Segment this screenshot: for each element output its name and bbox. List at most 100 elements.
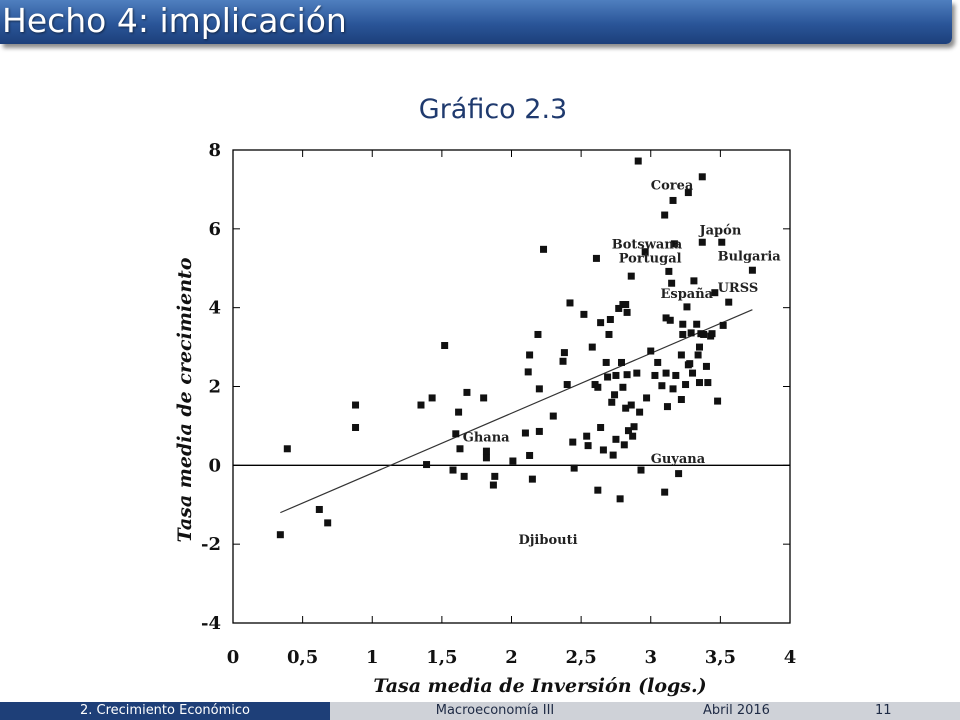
- data-point: [597, 319, 605, 327]
- data-point: [597, 423, 605, 431]
- scatter-chart: -4 -2 0 2 4 6 8 0 0,5 1 1,5 2 2,5 3 3,5 4 Corea Japón Bots…: [174, 140, 796, 697]
- data-point: [580, 310, 588, 318]
- data-point: [708, 330, 716, 338]
- data-point: [677, 396, 685, 404]
- data-point: [612, 435, 620, 443]
- data-point: [480, 394, 488, 402]
- trend-line: [280, 309, 753, 514]
- data-point: [630, 423, 638, 431]
- data-point: [569, 438, 577, 446]
- data-point: [661, 488, 669, 496]
- data-point: [560, 349, 568, 357]
- data-point: [609, 451, 617, 459]
- data-point: [528, 475, 536, 483]
- data-point: [441, 342, 449, 350]
- title-bar: Hecho 4: implicación: [0, 0, 952, 44]
- data-point: [634, 157, 642, 165]
- data-point: [695, 379, 703, 387]
- data-point: [559, 357, 567, 365]
- data-point: [684, 189, 692, 197]
- data-point: [352, 423, 360, 431]
- data-point: [654, 358, 662, 366]
- data-point: [619, 383, 627, 391]
- data-point: [605, 330, 613, 338]
- data-point: [622, 301, 630, 309]
- data-point: [643, 394, 651, 402]
- x-tick-label: 1: [366, 647, 379, 668]
- data-point: [702, 362, 710, 370]
- data-point: [489, 481, 497, 489]
- data-point: [666, 316, 674, 324]
- data-point: [599, 446, 607, 454]
- data-point: [683, 303, 691, 311]
- data-point: [428, 394, 436, 402]
- data-point: [535, 427, 543, 435]
- footer-section: 2. Crecimiento Económico: [0, 702, 330, 720]
- data-point: [611, 391, 619, 399]
- data-point: [588, 343, 596, 351]
- data-point: [651, 371, 659, 379]
- data-point: [620, 441, 628, 449]
- plot-frame: [232, 149, 791, 624]
- data-point: [679, 330, 687, 338]
- data-point: [456, 445, 464, 453]
- data-point: [637, 466, 645, 474]
- data-point: [714, 397, 722, 405]
- data-point: [719, 321, 727, 329]
- y-tick-label: -4: [201, 613, 221, 634]
- data-point: [718, 238, 726, 246]
- data-point: [677, 351, 685, 359]
- point-annotation: Djibouti: [518, 533, 577, 548]
- point-annotation: España: [660, 287, 713, 302]
- data-point: [624, 427, 632, 435]
- point-annotation: Portugal: [619, 251, 682, 266]
- data-point: [455, 408, 463, 416]
- data-point: [563, 381, 571, 389]
- data-point: [641, 248, 649, 256]
- data-point: [700, 330, 708, 338]
- point-annotation: Botswana: [612, 238, 683, 253]
- data-point: [665, 267, 673, 275]
- x-axis-label: Tasa media de Inversión (logs.): [373, 675, 706, 697]
- data-point: [693, 320, 701, 328]
- data-point: [540, 245, 548, 253]
- data-point: [602, 358, 610, 366]
- data-point: [627, 272, 635, 280]
- data-point: [672, 371, 680, 379]
- data-point: [704, 379, 712, 387]
- footer: 2. Crecimiento Económico Macroeconomía I…: [0, 702, 960, 720]
- data-point: [604, 373, 612, 381]
- data-point: [449, 466, 457, 474]
- data-point: [623, 308, 631, 316]
- data-point: [711, 289, 719, 297]
- data-point: [417, 401, 425, 409]
- data-point: [695, 343, 703, 351]
- data-point: [679, 320, 687, 328]
- footer-page-number: 11: [875, 703, 892, 718]
- y-tick-label: 4: [208, 298, 221, 319]
- x-tick-label: 2: [505, 647, 518, 668]
- data-point: [482, 447, 490, 455]
- y-tick-label: 6: [208, 219, 221, 240]
- point-annotation: Japón: [698, 224, 741, 239]
- data-point: [627, 401, 635, 409]
- data-point: [452, 430, 460, 438]
- data-point: [615, 304, 623, 312]
- data-point: [698, 173, 706, 181]
- data-point: [276, 531, 284, 539]
- x-tick-label: 0,5: [287, 647, 318, 668]
- point-annotation: Bulgaria: [718, 249, 782, 264]
- data-point: [663, 403, 671, 411]
- x-tick-label: 3: [644, 647, 657, 668]
- data-point: [636, 408, 644, 416]
- data-point: [687, 329, 695, 337]
- data-point: [623, 371, 631, 379]
- footer-course: Macroeconomía III: [330, 702, 660, 720]
- data-point: [570, 464, 578, 472]
- data-point: [509, 457, 517, 465]
- data-point: [463, 388, 471, 396]
- data-point: [725, 298, 733, 306]
- data-point: [592, 254, 600, 262]
- data-point: [606, 315, 614, 323]
- data-point: [594, 486, 602, 494]
